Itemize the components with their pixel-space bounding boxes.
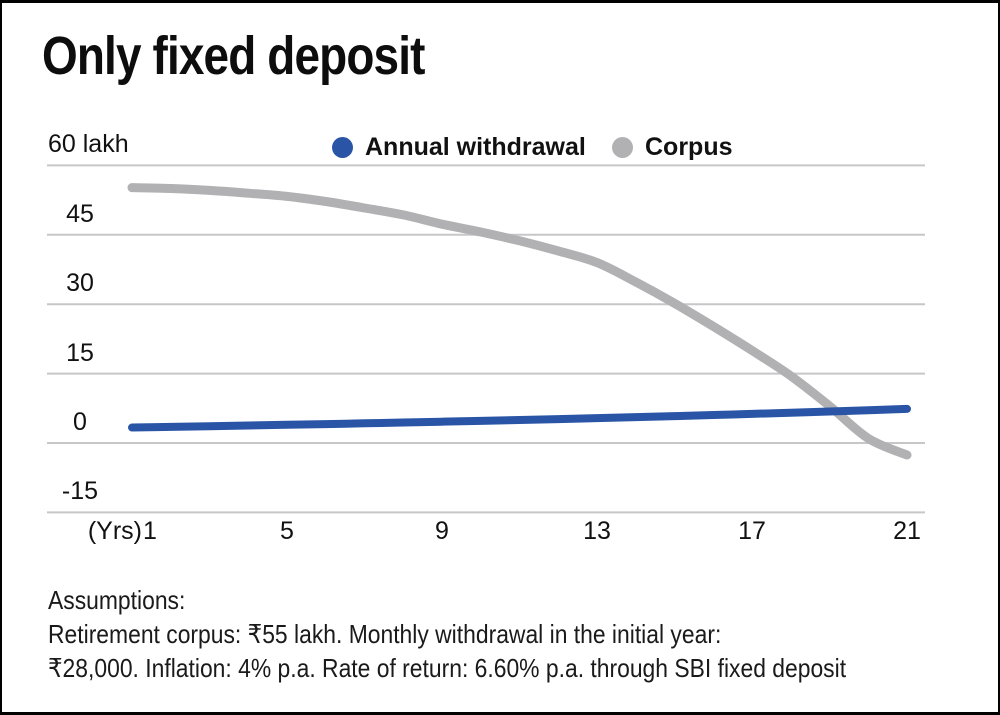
x-tick-label: 5 — [280, 517, 294, 545]
legend-label-corpus: Corpus — [645, 133, 733, 161]
corpus-dot-icon — [612, 137, 633, 158]
assumptions-heading: Assumptions: — [48, 585, 186, 615]
x-axis-unit-label: (Yrs) — [87, 517, 142, 545]
annual-withdrawal-dot-icon — [332, 137, 353, 158]
corpus-line — [127, 183, 912, 460]
legend-item-corpus: Corpus — [612, 133, 733, 162]
annual-withdrawal-line — [128, 404, 911, 432]
gridlines — [47, 164, 925, 514]
y-tick-label: 0 — [73, 408, 87, 436]
x-tick-label: 9 — [435, 517, 449, 545]
legend-item-annual-withdrawal: Annual withdrawal — [332, 133, 586, 162]
x-tick-label: 17 — [738, 517, 766, 545]
y-tick-label: 60 lakh — [48, 130, 129, 159]
chart-title: Only fixed deposit — [42, 26, 425, 86]
assumptions-block: Assumptions: Retirement corpus: ₹55 lakh… — [48, 583, 998, 685]
x-tick-label: 13 — [583, 517, 611, 545]
x-tick-label: 21 — [893, 517, 921, 545]
chart-plot — [47, 164, 925, 514]
y-tick-label: 15 — [66, 338, 94, 367]
assumptions-line-1: Retirement corpus: ₹55 lakh. Monthly wit… — [48, 619, 722, 649]
y-tick-label: 45 — [66, 199, 94, 228]
x-tick-label: 1 — [143, 517, 157, 545]
y-tick-label: -15 — [61, 477, 99, 506]
legend-label-annual-withdrawal: Annual withdrawal — [365, 133, 586, 161]
y-tick-label: 30 — [66, 269, 94, 298]
assumptions-line-2: ₹28,000. Inflation: 4% p.a. Rate of retu… — [48, 653, 847, 683]
